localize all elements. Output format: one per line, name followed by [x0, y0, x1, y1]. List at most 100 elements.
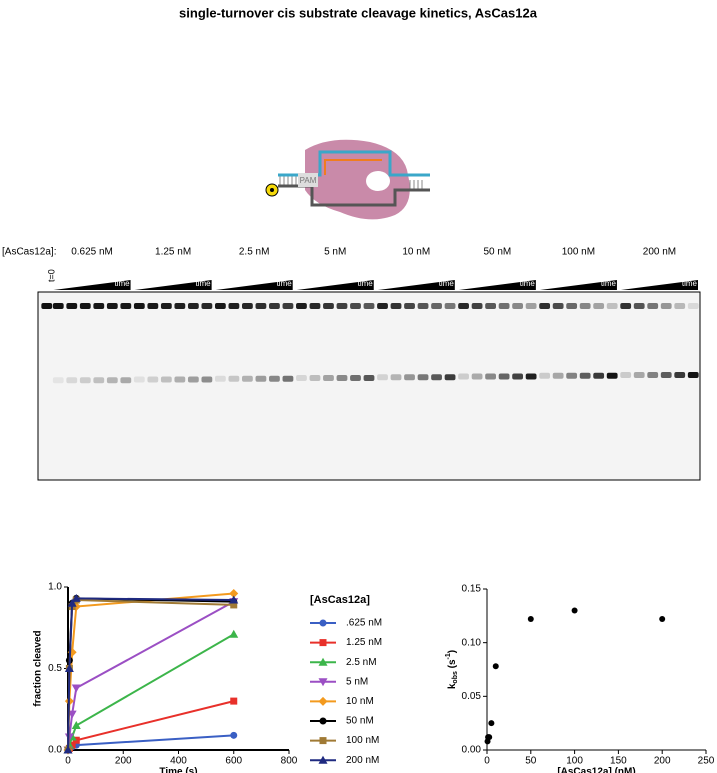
- band: [187, 303, 199, 309]
- band: [593, 372, 605, 379]
- band: [471, 373, 483, 380]
- band: [106, 303, 118, 309]
- x-tick-label: 250: [698, 756, 715, 767]
- legend-label: 10 nM: [346, 696, 374, 707]
- y-tick-label: 0.15: [462, 584, 482, 595]
- lane-concentration: 200 nM: [643, 247, 676, 258]
- band: [525, 303, 537, 309]
- band: [52, 377, 64, 384]
- band: [404, 374, 415, 381]
- band: [579, 372, 591, 379]
- band: [269, 303, 280, 309]
- band: [52, 303, 64, 309]
- data-point: [64, 733, 74, 742]
- data-point: [486, 734, 493, 741]
- band: [255, 303, 267, 309]
- data-point: [230, 601, 238, 609]
- legend-title: [AsCas12a]: [310, 594, 370, 606]
- x-tick-label: 150: [610, 756, 627, 767]
- band: [498, 373, 510, 380]
- band: [309, 303, 321, 309]
- band: [282, 303, 294, 309]
- time-wedge: [377, 280, 455, 290]
- data-point: [229, 629, 239, 638]
- band: [160, 303, 172, 309]
- band: [566, 372, 578, 379]
- band: [552, 372, 564, 379]
- band: [66, 303, 78, 309]
- x-tick-label: 600: [225, 756, 242, 767]
- t0-label: t=0: [46, 269, 56, 282]
- time-label: time: [358, 279, 374, 288]
- band: [525, 373, 537, 380]
- band: [350, 375, 361, 381]
- x-tick-label: 200: [654, 756, 671, 767]
- band: [444, 374, 456, 381]
- legend-label: 5 nM: [346, 676, 368, 687]
- band: [363, 375, 375, 381]
- band: [485, 303, 496, 309]
- y-tick-label: 0.5: [48, 663, 62, 674]
- x-tick-label: 800: [281, 756, 298, 767]
- data-point: [492, 663, 499, 670]
- legend-marker: [318, 657, 328, 666]
- time-label: time: [682, 279, 698, 288]
- band: [147, 303, 159, 309]
- band: [620, 303, 632, 309]
- legend-label: 50 nM: [346, 716, 374, 727]
- y-tick-label: 1.0: [48, 582, 62, 593]
- series-line: [67, 597, 234, 751]
- time-wedge: [53, 280, 131, 290]
- data-point: [71, 684, 81, 693]
- gel-frame: [37, 291, 701, 481]
- band: [214, 303, 226, 309]
- band: [174, 303, 186, 309]
- band: [323, 375, 334, 381]
- band: [390, 303, 402, 309]
- band: [79, 303, 91, 309]
- band: [79, 377, 91, 384]
- band: [498, 303, 510, 309]
- band: [228, 303, 240, 309]
- band: [93, 303, 105, 309]
- band: [363, 303, 375, 309]
- band: [133, 303, 145, 309]
- gel-row-label: [AsCas12a]:: [2, 247, 56, 258]
- data-point: [659, 616, 666, 623]
- band: [471, 303, 483, 309]
- y-axis-title-part: ): [447, 650, 458, 653]
- pam-label: PAM: [300, 176, 317, 185]
- x-tick-label: 50: [525, 756, 537, 767]
- cleft: [366, 171, 390, 191]
- band: [512, 303, 524, 309]
- figure-title: single-turnover cis substrate cleavage k…: [179, 5, 538, 20]
- x-axis-title: [AsCas12a] (nM): [557, 767, 635, 773]
- time-label: time: [439, 279, 455, 288]
- y-axis-title-part: k: [447, 683, 458, 689]
- band: [593, 303, 605, 309]
- time-label: time: [196, 279, 212, 288]
- band: [160, 376, 172, 383]
- series-line: [67, 734, 234, 751]
- y-axis-title-part: (s: [447, 659, 458, 671]
- band: [296, 375, 307, 381]
- band: [269, 375, 280, 382]
- legend-marker: [319, 639, 327, 647]
- dna-rungs: [279, 175, 423, 190]
- band: [444, 303, 456, 309]
- band: [336, 303, 348, 309]
- data-point: [229, 589, 239, 599]
- y-tick-label: 0.00: [462, 745, 482, 756]
- time-wedge: [215, 280, 293, 290]
- band: [147, 376, 159, 383]
- band: [417, 303, 429, 309]
- y-tick-label: 0.10: [462, 637, 482, 648]
- data-point: [527, 616, 534, 623]
- time-wedge: [620, 280, 698, 290]
- x-tick-label: 100: [566, 756, 583, 767]
- series-line: [67, 597, 234, 751]
- y-axis-title-part: obs: [452, 671, 459, 684]
- series-line: [67, 592, 234, 751]
- legend-label: 200 nM: [346, 755, 379, 766]
